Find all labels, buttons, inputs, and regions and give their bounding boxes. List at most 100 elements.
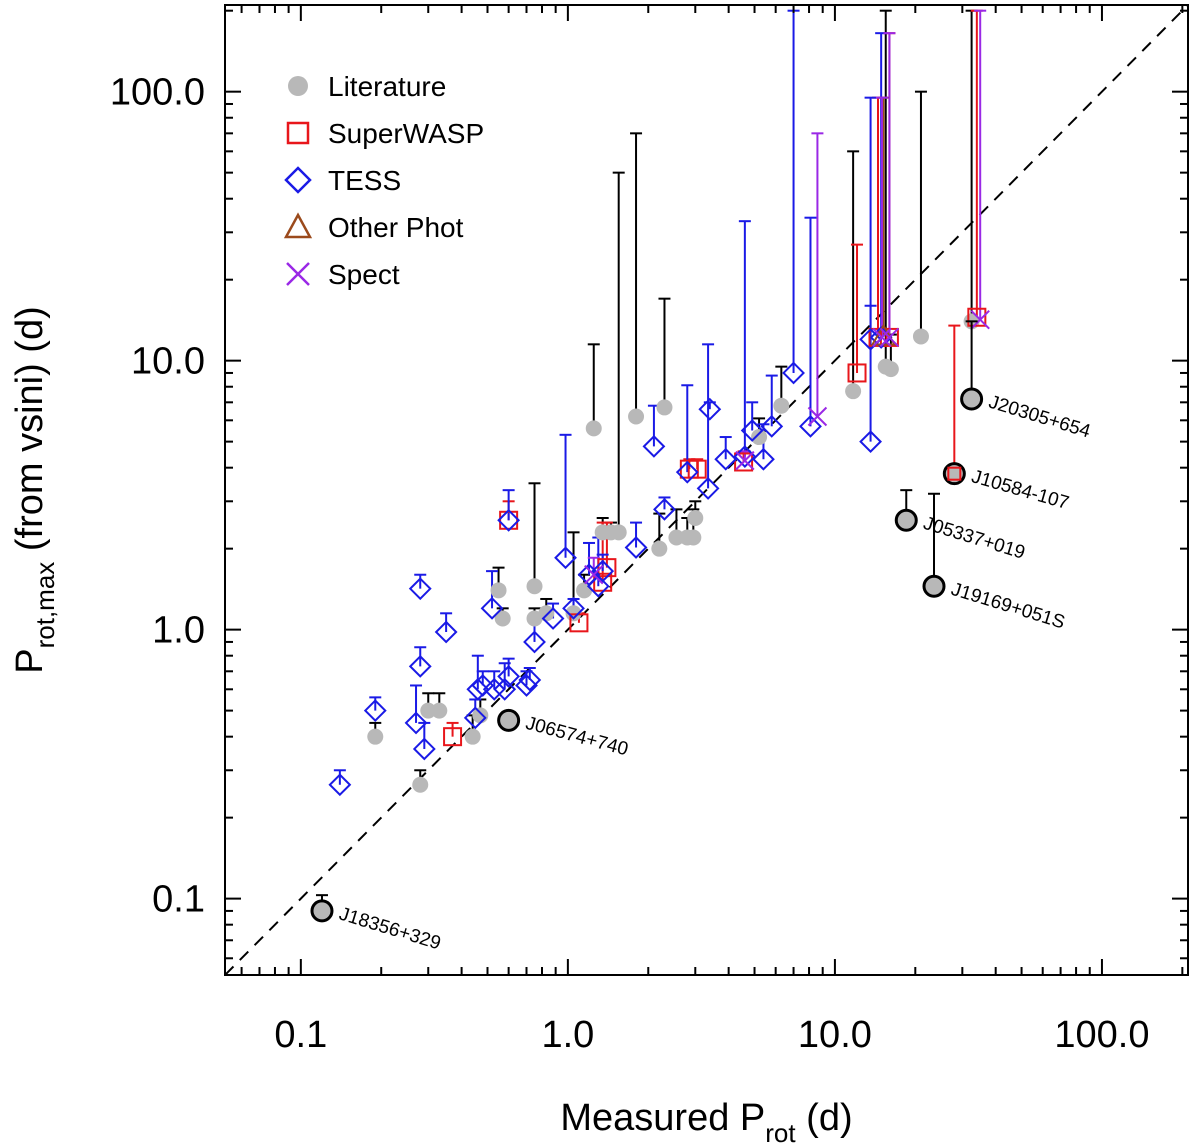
- plot-frame: [224, 4, 1189, 976]
- legend-marker: [288, 76, 308, 96]
- annotation-label: J05337+019: [921, 513, 1028, 564]
- annotation-label: J10584-107: [969, 466, 1071, 514]
- legend-marker-b: [286, 262, 310, 286]
- data-point-2-9: [471, 674, 495, 697]
- annotation-label: J06574+740: [523, 713, 630, 760]
- data-point-0-7: [494, 610, 511, 627]
- legend-item-spect: Spect: [286, 259, 400, 290]
- data-point-2-35: [782, 361, 805, 385]
- data-point-0-16: [610, 524, 627, 541]
- data-point-4-1-b: [735, 450, 755, 471]
- data-point-0-18: [651, 540, 668, 557]
- data-point-2-15: [515, 674, 538, 697]
- data-point-2-38: [859, 430, 882, 454]
- series-spect: [587, 9, 987, 575]
- y-tick-label: 100.0: [110, 72, 205, 114]
- data-point-2-20: [562, 596, 585, 620]
- x-axis-title-unit: (d): [796, 1097, 853, 1139]
- data-point-2-0: [328, 773, 352, 797]
- y-axis-title-sub: rot,max: [30, 562, 60, 649]
- data-point-0-6: [490, 582, 507, 599]
- legend-item-literature: Literature: [288, 71, 446, 102]
- data-point-1-9: [868, 327, 888, 347]
- highlight-marker-3: [922, 574, 946, 598]
- y-tick-label: 10.0: [131, 341, 205, 383]
- data-point-4-4: [879, 327, 900, 348]
- data-point-0-29: [912, 328, 929, 345]
- data-point-2-5: [412, 737, 436, 761]
- data-point-4-3: [872, 327, 892, 348]
- data-point-0-24: [751, 429, 768, 446]
- data-point-0-23: [687, 510, 704, 527]
- markers-tess: [328, 326, 893, 797]
- x-axis-title-main: Measured P: [560, 1097, 765, 1139]
- data-point-2-6: [434, 620, 458, 644]
- legend-label: Other Phot: [328, 212, 464, 243]
- data-point-2-3: [408, 577, 432, 601]
- data-point-1-11: [967, 307, 987, 327]
- data-point-0-26: [845, 383, 862, 400]
- data-point-1-8: [847, 363, 867, 383]
- data-point-2-28: [696, 476, 720, 500]
- data-point-2-10: [480, 596, 504, 620]
- highlight-marker-2: [894, 508, 918, 532]
- data-point-4-0: [584, 565, 604, 585]
- data-point-4-4-b: [879, 327, 900, 348]
- markers-spect: [584, 309, 990, 585]
- legend-label: TESS: [328, 165, 401, 196]
- legend-label: SuperWASP: [328, 118, 484, 149]
- highlight-marker-5: [310, 899, 334, 923]
- legend-marker: [283, 212, 313, 239]
- one-to-one-line: [225, 5, 1188, 975]
- data-point-2-24: [624, 536, 648, 559]
- data-point-2-30: [714, 447, 738, 471]
- data-point-2-29: [698, 397, 722, 421]
- data-point-2-2: [404, 711, 428, 735]
- data-point-2-22: [586, 574, 610, 598]
- x-tick-label: 0.1: [274, 1014, 327, 1056]
- legend-item-superwasp: SuperWASP: [286, 118, 484, 149]
- legend-item-tess: TESS: [284, 165, 401, 196]
- data-point-2-19: [554, 546, 577, 570]
- data-point-2-16: [518, 668, 542, 692]
- y-tick-label: 0.1: [152, 879, 205, 921]
- data-point-1-6: [687, 459, 707, 479]
- data-point-1-1: [499, 510, 519, 530]
- series-superwasp: [446, 9, 983, 737]
- x-tick-label: 100.0: [1054, 1014, 1149, 1056]
- legend-item-other-phot: Other Phot: [283, 212, 464, 243]
- data-point-2-12: [493, 677, 517, 701]
- data-point-0-25: [773, 397, 790, 414]
- data-point-2-34: [760, 414, 784, 438]
- legend: Literature SuperWASP TESS Other Phot Spect: [283, 71, 484, 290]
- data-point-1-7: [734, 452, 754, 472]
- y-axis-title-main: P: [9, 648, 51, 673]
- data-point-2-11: [482, 677, 506, 701]
- data-point-0-28: [882, 361, 899, 378]
- highlight-square-1: [947, 466, 962, 481]
- legend-label: Literature: [328, 71, 446, 102]
- annotation-label: J18356+329: [337, 904, 444, 955]
- annotation-label: J20305+654: [986, 392, 1093, 443]
- data-point-0-4: [464, 728, 481, 745]
- data-point-4-0-b: [584, 565, 604, 585]
- data-point-0-19: [656, 399, 673, 416]
- data-point-0-13: [585, 420, 602, 437]
- data-point-2-32: [740, 419, 764, 442]
- y-axis-title-unit: (from vsini) (d): [9, 306, 51, 561]
- data-point-0-10: [538, 605, 555, 622]
- data-point-4-2-b: [807, 406, 828, 427]
- legend-label: Spect: [328, 259, 400, 290]
- data-point-2-7: [463, 706, 487, 730]
- data-point-0-3: [431, 702, 448, 719]
- data-point-1-0: [443, 727, 463, 747]
- legend-marker: [286, 121, 310, 145]
- highlight-marker-0: [960, 387, 984, 411]
- data-point-0-1: [412, 776, 429, 793]
- x-tick-label: 1.0: [541, 1014, 594, 1056]
- data-point-2-8: [466, 677, 490, 701]
- data-point-4-5: [970, 309, 990, 330]
